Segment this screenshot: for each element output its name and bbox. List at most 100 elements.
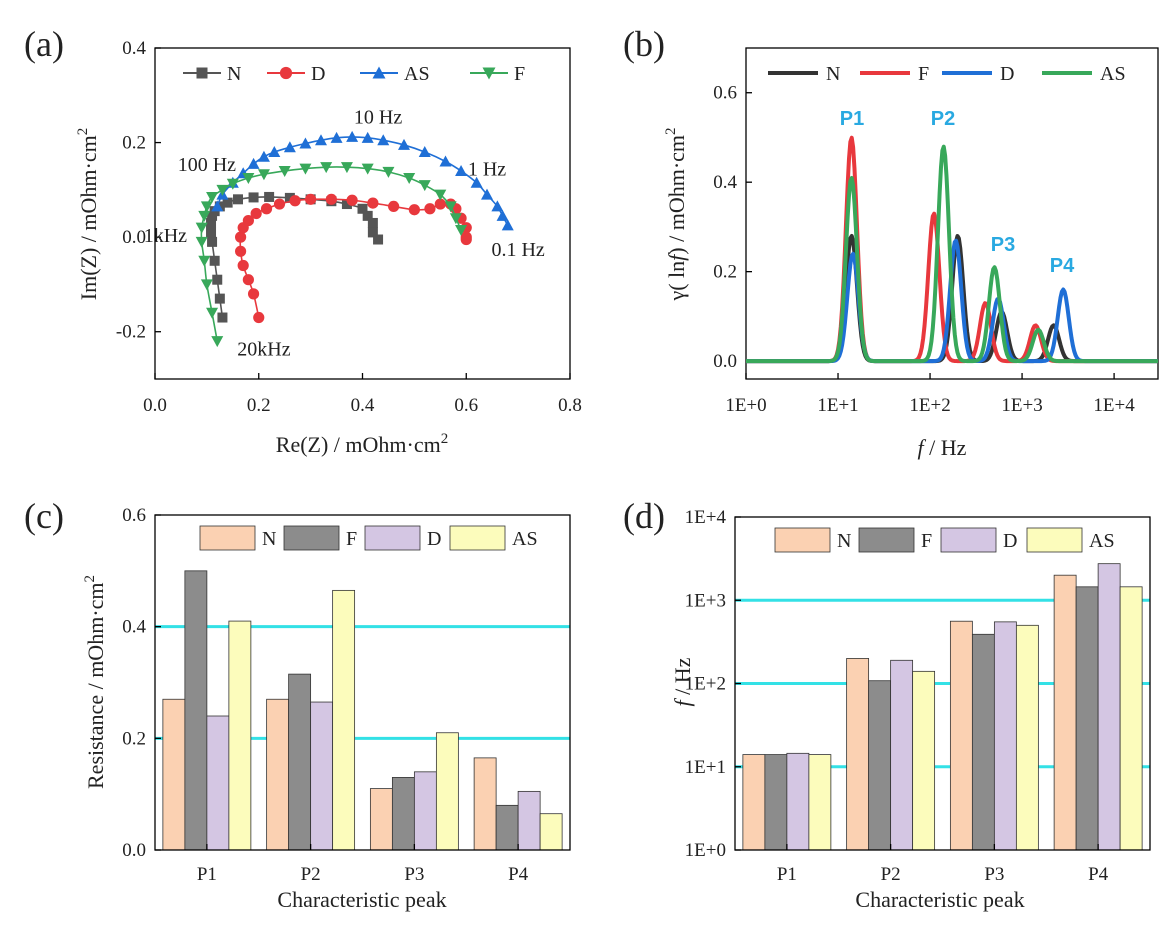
annotation-label: 1 Hz	[468, 159, 506, 181]
panel-c-plot	[162, 570, 563, 851]
legend-swatch-marker	[196, 67, 208, 79]
annotation-label: 1kHz	[144, 225, 187, 247]
panel-b-peak-labels: P1 P2 P3 P4	[840, 108, 1075, 277]
legend-swatch	[858, 527, 915, 553]
data-point-AS	[268, 146, 281, 158]
data-point-N	[367, 227, 378, 238]
data-point-F	[455, 225, 468, 237]
data-point-N	[217, 312, 228, 323]
data-point-D	[234, 231, 247, 243]
peak-label: P2	[931, 108, 955, 130]
y-tick-label: 0.6	[122, 505, 146, 526]
data-point-AS	[346, 130, 359, 142]
y-tick-label: 0.2	[122, 728, 146, 749]
bar-D-P4	[1097, 563, 1121, 851]
peak-label: P4	[1050, 255, 1075, 277]
data-point-D	[242, 274, 254, 286]
panel-b: (b) 1E+0 1E+1 1E+2 1E+3 1E+4 0.0 0.2 0.4 0.6 N F D…	[623, 24, 1159, 460]
data-point-AS	[470, 176, 483, 188]
data-point-F	[200, 279, 213, 291]
data-point-N	[357, 203, 368, 214]
data-point-AS	[481, 188, 493, 200]
data-point-F	[320, 162, 333, 174]
peak-label: P3	[991, 234, 1015, 256]
y-tick-label: 1E+0	[685, 840, 726, 861]
panel-d-ticks: 1E+0 1E+1 1E+2 1E+3 1E+4 P1 P2 P3 P4	[685, 507, 1109, 885]
bar-D-P3	[993, 621, 1017, 851]
series-line-N	[210, 196, 379, 318]
bar-AS-P2	[912, 670, 936, 851]
panel-d: (d) 1E+0 1E+1 1E+2 1E+3 1E+4 P1 P2 P3 P4 N F D AS C…	[623, 496, 1151, 912]
data-point-AS	[299, 137, 312, 149]
bar-D-P3	[413, 771, 437, 851]
data-point-N	[341, 199, 352, 210]
data-point-F	[206, 191, 219, 203]
bar-F-P4	[495, 804, 519, 851]
annotation-label: 20kHz	[237, 338, 290, 360]
data-point-D	[346, 194, 358, 206]
legend-label: F	[921, 530, 932, 552]
x-tick-label: 1E+2	[909, 395, 950, 416]
data-point-F	[211, 336, 224, 348]
data-point-D	[367, 197, 379, 209]
panel-b-y-label: γ( lnf) / mOhm·cm2	[663, 127, 689, 301]
panel-a-plot	[195, 130, 514, 348]
x-tick-label: P3	[984, 864, 1004, 885]
panel-b-axes-frame	[745, 47, 1159, 380]
x-tick-label: P4	[508, 864, 529, 885]
legend-swatch-marker	[482, 67, 496, 80]
panel-b-x-label: f / Hz	[918, 435, 967, 460]
bar-D-P2	[890, 659, 914, 851]
data-point-D	[408, 204, 420, 216]
y-tick-label: 0.0	[713, 351, 737, 372]
y-tick-label: 0.4	[122, 617, 146, 638]
x-tick-label: 0.6	[454, 395, 478, 416]
bar-N-P3	[949, 620, 973, 851]
y-tick-label: 0.0	[122, 840, 146, 861]
panel-b-tag: (b)	[623, 24, 665, 64]
y-tick-label: 0.2	[713, 262, 737, 283]
series-line-D	[239, 198, 468, 318]
data-point-AS	[455, 164, 468, 176]
data-point-D	[388, 200, 400, 213]
panel-b-ticks: 1E+0 1E+1 1E+2 1E+3 1E+4 0.0 0.2 0.4 0.6	[713, 83, 1135, 416]
legend-swatch	[774, 527, 831, 553]
legend-label: AS	[1100, 63, 1126, 85]
data-point-D	[289, 195, 301, 207]
data-point-N	[214, 293, 225, 304]
x-tick-label: 1E+4	[1093, 395, 1135, 416]
x-tick-label: 1E+3	[1001, 395, 1042, 416]
data-point-N	[212, 274, 223, 285]
data-point-F	[340, 162, 353, 174]
data-point-F	[299, 163, 312, 175]
data-point-D	[242, 214, 254, 227]
legend-label: D	[1000, 63, 1014, 85]
x-tick-label: P4	[1088, 864, 1109, 885]
bar-AS-P4	[539, 813, 563, 851]
data-point-N	[367, 217, 378, 228]
x-tick-label: P2	[301, 864, 321, 885]
data-point-AS	[330, 131, 343, 143]
data-point-F	[278, 165, 291, 177]
data-point-F	[198, 210, 211, 222]
data-point-F	[200, 201, 213, 213]
x-tick-label: 0.8	[558, 395, 582, 416]
x-tick-label: P1	[197, 864, 217, 885]
data-point-D	[273, 198, 286, 210]
y-tick-label: 0.2	[122, 133, 146, 154]
data-point-F	[195, 222, 208, 234]
data-point-N	[206, 227, 217, 238]
data-point-N	[264, 191, 275, 202]
panel-a-x-label: Re(Z) / mOhm·cm2	[276, 431, 448, 457]
y-tick-label: 0.6	[713, 83, 737, 104]
y-tick-label: 1E+3	[685, 590, 726, 611]
legend-label: N	[826, 63, 840, 85]
legend-swatch	[283, 525, 340, 551]
data-point-AS	[257, 150, 270, 162]
legend-label: D	[311, 63, 325, 85]
y-tick-label: 0.4	[122, 38, 146, 59]
panel-c-ticks: 0.0 0.2 0.4 0.6 P1 P2 P3 P4	[122, 505, 528, 885]
bar-D-P1	[786, 752, 810, 851]
data-point-F	[403, 173, 416, 185]
